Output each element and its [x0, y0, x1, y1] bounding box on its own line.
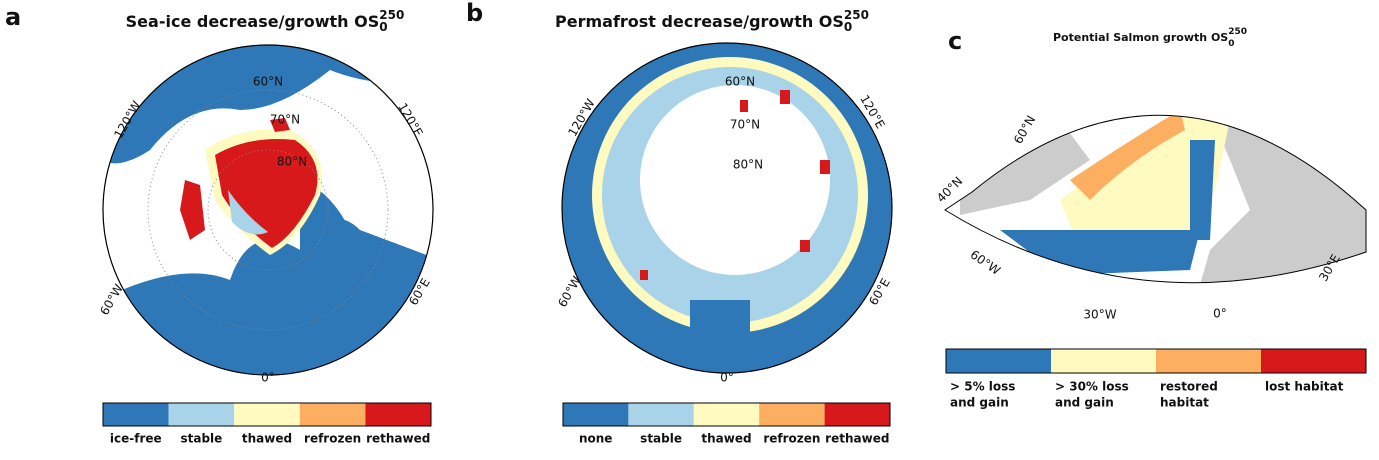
grid-label: 0° [261, 371, 275, 385]
grid-label: 60°W [968, 247, 1003, 278]
legend-swatch [628, 403, 694, 426]
colorbar-frame [102, 402, 432, 427]
legend-swatch [365, 403, 431, 426]
legend-swatch [563, 403, 629, 426]
legend-label: and gain [1055, 396, 1114, 410]
title-subscript: 0 [1228, 39, 1234, 49]
panel-title: Permafrost decrease/growth OS250 0 [555, 8, 869, 34]
title-text: Potential Salmon growth OS [1053, 31, 1228, 44]
title-superscript: 250 [379, 8, 404, 22]
legend-swatch [299, 403, 366, 426]
legend-swatch [693, 403, 760, 426]
grid-label: 60°W [97, 282, 126, 318]
grid-label: 60°N [725, 75, 755, 89]
grid-label: 60°N [253, 75, 283, 89]
legend-label: stable [180, 432, 222, 446]
grid-label: 80°N [733, 158, 763, 172]
legend-swatch [234, 403, 300, 426]
title-subscript: 0 [379, 20, 387, 34]
legend-swatch [824, 403, 890, 426]
legend-label: lost habitat [1265, 380, 1344, 394]
panel-letter: a [5, 3, 21, 31]
legend-label: > 30% loss [1055, 380, 1129, 394]
grid-label: 0° [1213, 307, 1227, 321]
legend-label: refrozen [304, 432, 361, 446]
legend-label: stable [640, 432, 682, 446]
title-superscript: 250 [844, 8, 869, 22]
legend-label: refrozen [763, 432, 820, 446]
legend-swatch [1051, 349, 1156, 373]
panel-title: Sea-ice decrease/growth OS250 0 [126, 8, 405, 34]
legend-label: thawed [701, 432, 751, 446]
title-text: Permafrost decrease/growth OS [555, 12, 844, 31]
panel-letter: b [466, 0, 483, 27]
title-subscript: 0 [844, 20, 852, 34]
map-b [561, 42, 893, 374]
panel-letter: c [948, 27, 962, 55]
grid-label: 0° [720, 371, 734, 385]
legend-label: ice-free [110, 432, 162, 446]
legend-label: rethawed [366, 432, 430, 446]
grid-label: 30°W [1083, 308, 1116, 322]
map-c [944, 114, 1367, 284]
legend-swatch [1261, 349, 1366, 373]
grid-label: 70°N [730, 118, 760, 132]
title-text: Sea-ice decrease/growth OS [126, 12, 380, 31]
colorbar-frame [945, 348, 1367, 374]
map-a [102, 44, 434, 376]
legend-swatch [946, 349, 1051, 373]
legend-label: thawed [242, 432, 292, 446]
colorbar-frame [562, 402, 891, 427]
title-superscript: 250 [1228, 27, 1247, 37]
legend-swatch [168, 403, 235, 426]
legend-swatch [1156, 349, 1261, 373]
legend-label: and gain [950, 396, 1009, 410]
legend-swatch [103, 403, 169, 426]
legend-label: > 5% loss [950, 380, 1015, 394]
grid-label: 70°N [270, 113, 300, 127]
legend-swatch [759, 403, 825, 426]
grid-label: 60°W [555, 274, 584, 310]
grid-label: 60°N [1011, 113, 1038, 146]
legend-label: habitat [1160, 396, 1209, 410]
grid-label: 80°N [277, 155, 307, 169]
panel-title: Potential Salmon growth OS250 0 [1053, 27, 1247, 49]
legend-label: restored [1160, 380, 1218, 394]
legend-label: none [579, 432, 612, 446]
legend-label: rethawed [825, 432, 889, 446]
